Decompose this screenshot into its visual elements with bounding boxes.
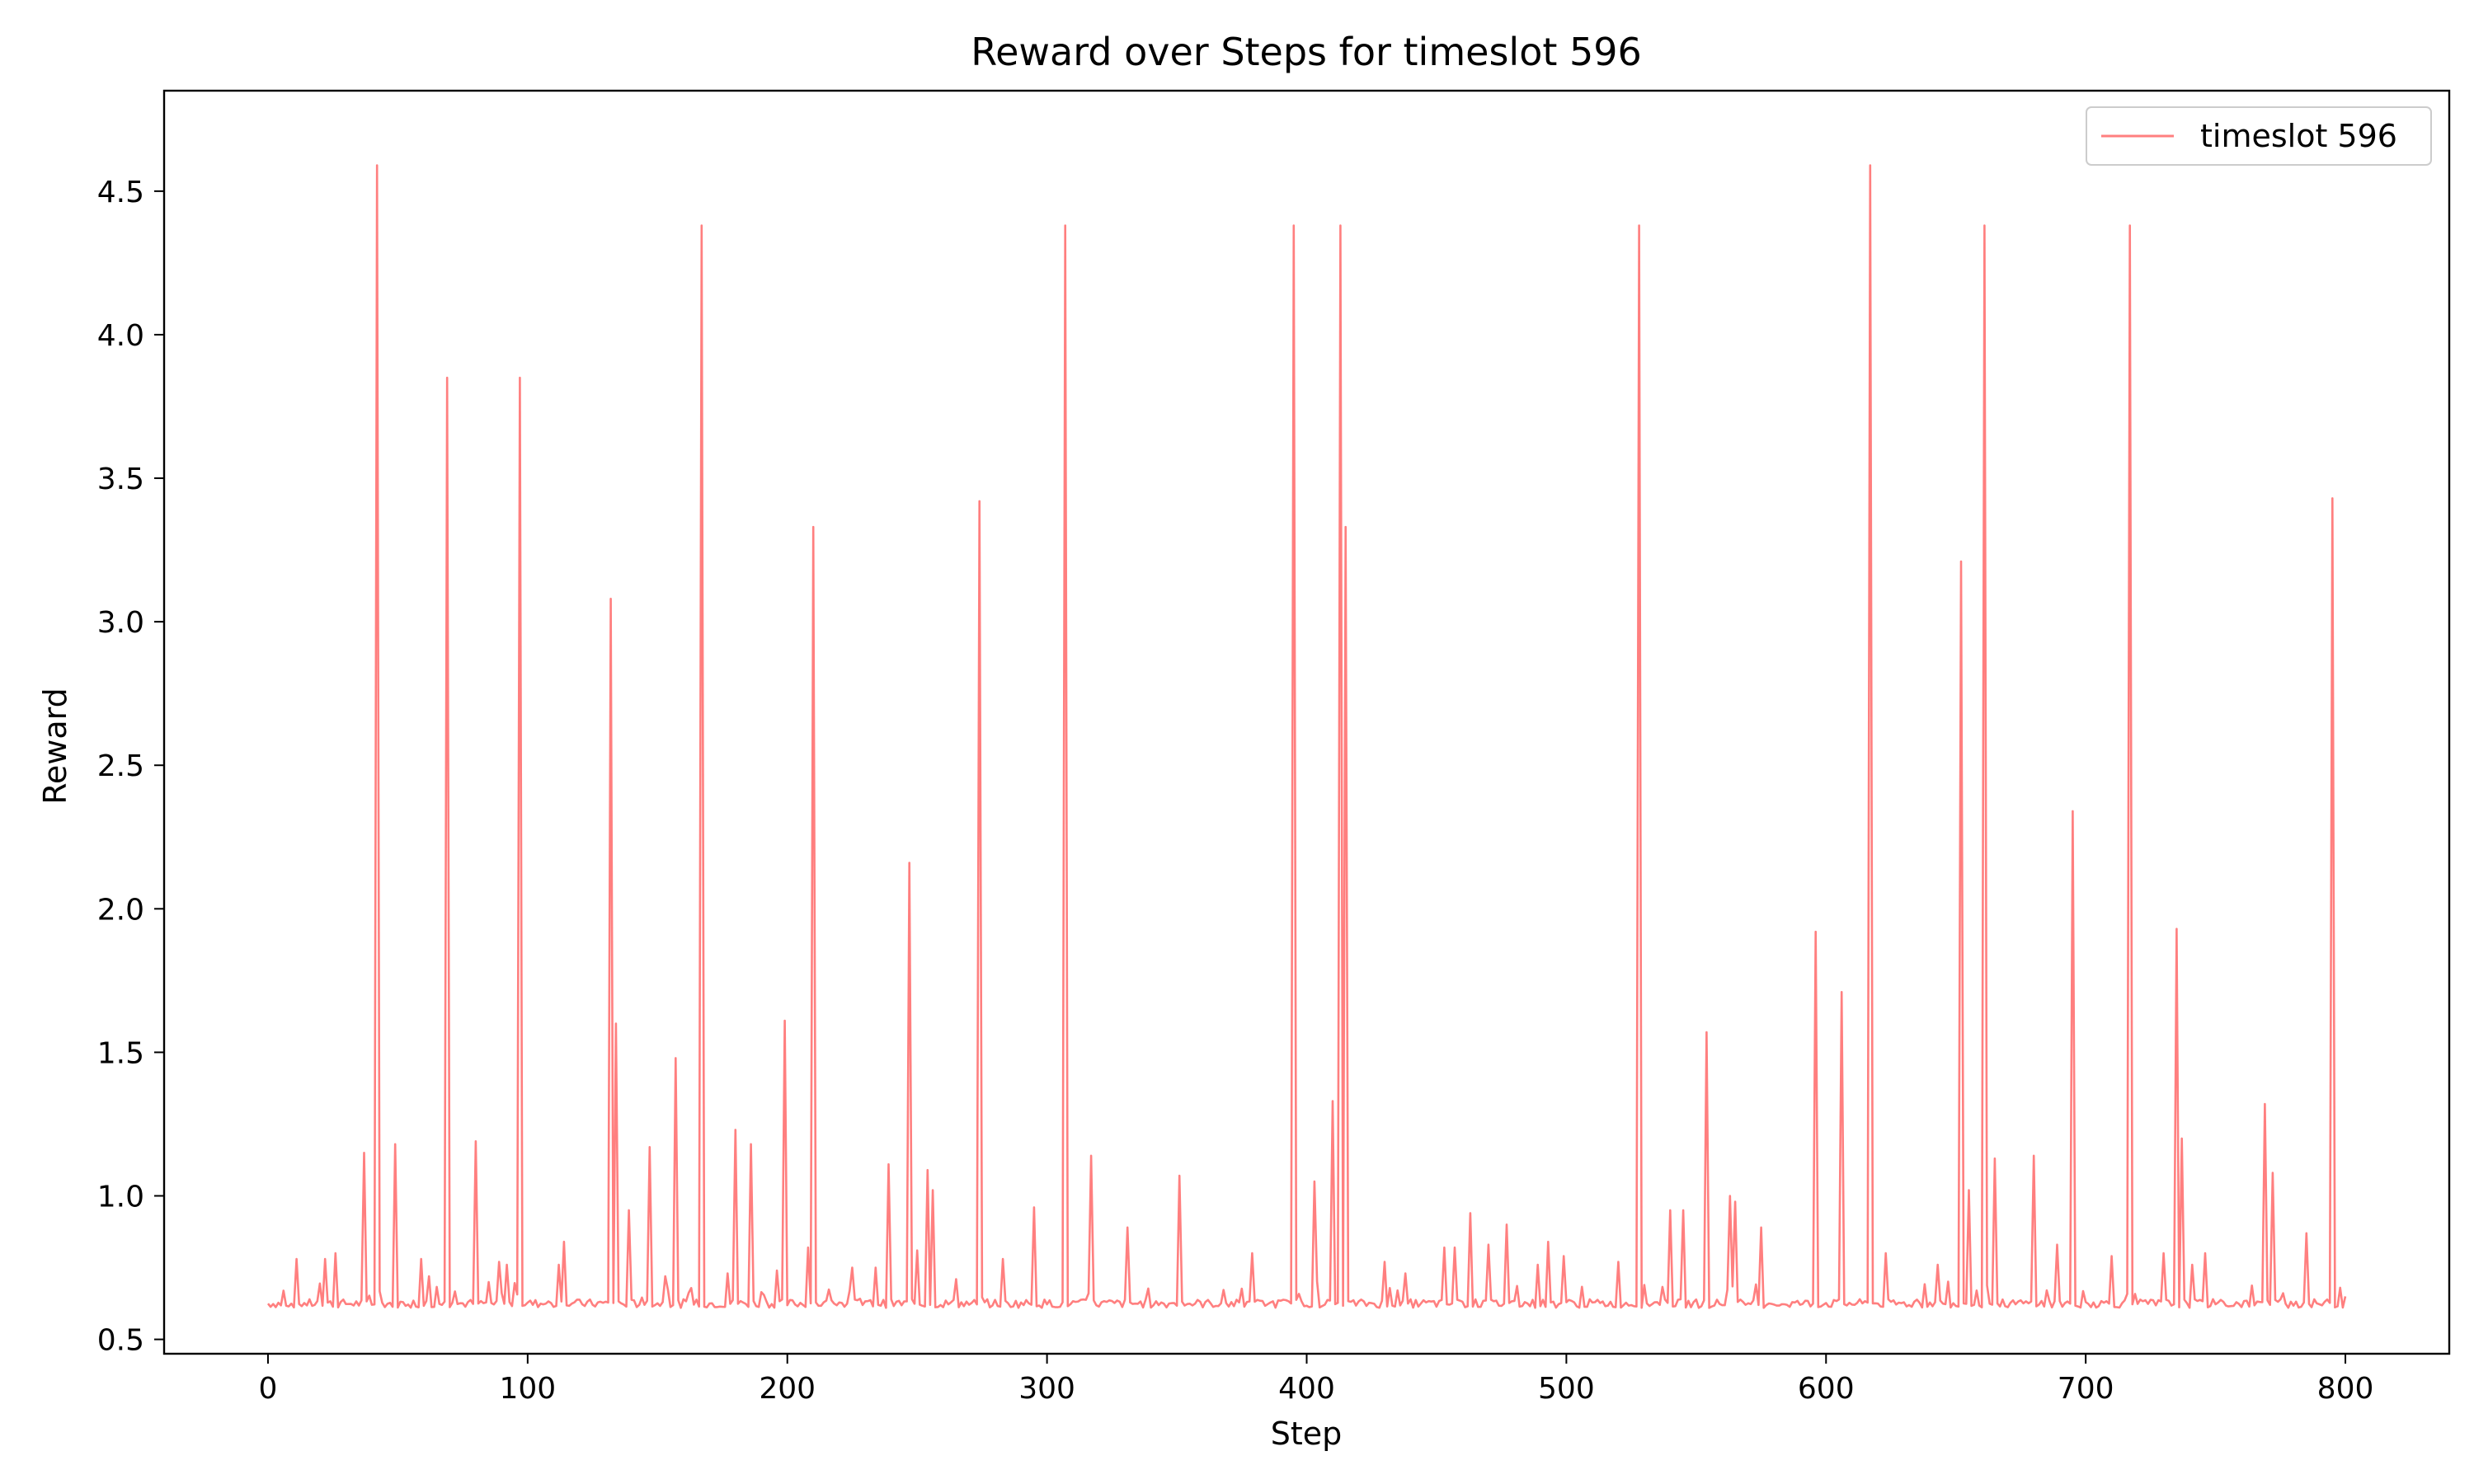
legend-label: timeslot 596 <box>2200 118 2397 154</box>
y-tick-label: 1.5 <box>97 1036 144 1070</box>
chart-title: Reward over Steps for timeslot 596 <box>971 30 1642 74</box>
y-tick-label: 4.5 <box>97 176 144 209</box>
y-tick-label: 3.5 <box>97 463 144 496</box>
x-tick-label: 0 <box>259 1372 278 1406</box>
x-tick-label: 400 <box>1278 1372 1335 1406</box>
x-tick-label: 100 <box>499 1372 556 1406</box>
axes: 0 100 200 300 400 500 600 700 800 0.5 1.0 1.5 2.0 2.5… <box>97 89 2451 1406</box>
y-axis-label: Reward <box>37 688 73 805</box>
y-tick-label: 0.5 <box>97 1324 144 1358</box>
x-tick-label: 200 <box>759 1372 816 1406</box>
y-tick-label: 3.0 <box>97 606 144 640</box>
legend: timeslot 596 <box>2086 106 2432 166</box>
x-tick-label: 800 <box>2317 1372 2374 1406</box>
x-tick-label: 300 <box>1018 1372 1075 1406</box>
plot-area <box>266 164 2347 1309</box>
y-tick-label: 2.5 <box>97 749 144 783</box>
y-tick-label: 1.0 <box>97 1181 144 1214</box>
y-tick-label: 4.0 <box>97 319 144 353</box>
legend-box <box>2086 106 2432 166</box>
x-axis-label: Step <box>1271 1416 1343 1452</box>
series-line-timeslot-596 <box>266 164 2347 1309</box>
y-tick-label: 2.0 <box>97 893 144 927</box>
x-tick-label: 700 <box>2058 1372 2114 1406</box>
x-tick-label: 500 <box>1538 1372 1595 1406</box>
x-tick-label: 600 <box>1798 1372 1855 1406</box>
